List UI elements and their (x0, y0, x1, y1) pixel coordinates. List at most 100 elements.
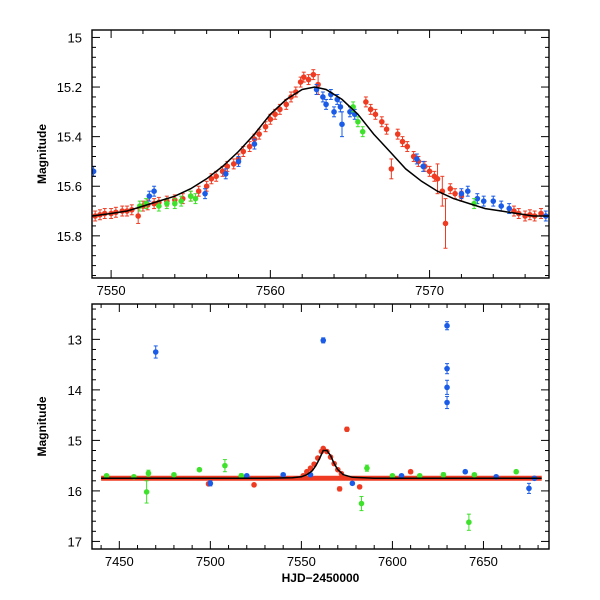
data-point (444, 365, 450, 372)
data-point (471, 471, 478, 478)
model-curve (101, 449, 542, 480)
data-point (480, 198, 487, 204)
data-point (339, 121, 345, 128)
data-point (156, 203, 162, 209)
data-point (337, 104, 344, 110)
data-point (506, 205, 512, 212)
data-point (272, 111, 278, 118)
data-point (280, 471, 286, 478)
data-point (224, 163, 231, 170)
data-point (355, 118, 361, 125)
data-point (444, 322, 450, 329)
data-point (135, 213, 141, 219)
y-tick-label: 17 (68, 534, 82, 549)
data-point (240, 148, 247, 155)
data-point (513, 468, 520, 475)
data-point (458, 190, 465, 197)
data-point (305, 76, 312, 83)
y-tick-label: 15.2 (57, 80, 82, 95)
data-point (164, 200, 170, 207)
data-point (196, 466, 203, 473)
data-point (407, 468, 414, 475)
y-tick-label: 16 (68, 484, 82, 499)
y-tick-label: 15 (68, 433, 82, 448)
data-point (372, 111, 379, 118)
data-point (222, 171, 229, 177)
y-axis-label: Magnitude (35, 396, 49, 456)
data-point (394, 131, 401, 137)
data-point (447, 185, 454, 192)
data-point (344, 426, 350, 433)
data-point (320, 94, 326, 100)
data-point (251, 141, 258, 147)
y-tick-label: 14 (68, 383, 82, 398)
data-point (498, 203, 505, 209)
data-point (171, 471, 177, 478)
x-tick-label: 7560 (256, 283, 285, 298)
y-tick-label: 15.4 (57, 130, 82, 145)
data-point (238, 472, 245, 479)
data-point (434, 176, 441, 182)
data-point (379, 118, 385, 125)
data-point (388, 166, 395, 172)
data-point (364, 465, 370, 471)
data-point (444, 384, 450, 391)
data-point (262, 123, 269, 130)
data-point (474, 195, 481, 202)
data-point (389, 472, 396, 479)
y-tick-label: 15.6 (57, 179, 82, 194)
x-axis-label: HJD−2450000 (282, 571, 360, 585)
data-point (359, 128, 366, 135)
data-point (203, 183, 210, 190)
plot-frame (91, 303, 550, 550)
data-point (283, 101, 290, 108)
bottom-panel-plot: 7450 7500 7550 7600 7650 13 14 15 16 17 Magnitude H… (35, 303, 550, 585)
data-point (103, 472, 110, 479)
data-point (187, 193, 194, 199)
data-point (404, 143, 411, 150)
data-point (195, 188, 202, 194)
data-point (440, 471, 447, 478)
data-point (178, 198, 184, 204)
data-point (307, 465, 314, 471)
data-point (251, 482, 257, 488)
data-point (235, 158, 242, 165)
data-point (151, 188, 157, 194)
model-curve (92, 86, 549, 217)
x-tick-label: 7650 (469, 554, 498, 569)
data-point (442, 220, 449, 227)
data-point (243, 472, 250, 479)
top-panel-plot: 7550 7560 7570 15 15.2 15.4 15.6 15.8 Magnitude (35, 29, 550, 298)
data-point (398, 472, 405, 479)
data-point (383, 126, 390, 132)
x-tick-label: 7550 (287, 554, 316, 569)
data-point (146, 193, 153, 199)
data-point (277, 106, 283, 113)
data-point (145, 470, 152, 477)
data-point (246, 143, 253, 150)
plot-area (101, 321, 542, 531)
data-point (490, 198, 497, 204)
x-tick-label: 7550 (97, 283, 126, 298)
y-tick-label: 15 (68, 30, 82, 45)
y-tick-label: 13 (68, 332, 82, 347)
data-point (416, 472, 423, 479)
x-tick-label: 7450 (105, 554, 134, 569)
data-point (426, 168, 433, 175)
data-point (297, 79, 304, 85)
data-point (202, 190, 208, 197)
data-point (464, 188, 471, 194)
data-point (152, 349, 159, 355)
data-point (230, 161, 237, 167)
data-point (323, 101, 329, 108)
data-point (256, 131, 262, 137)
data-point (444, 399, 450, 406)
data-point (414, 156, 420, 162)
data-point (92, 168, 97, 175)
data-point (466, 519, 472, 526)
plot-frame (91, 29, 550, 279)
data-point (143, 489, 150, 495)
data-point (222, 462, 228, 469)
data-point (399, 138, 406, 145)
